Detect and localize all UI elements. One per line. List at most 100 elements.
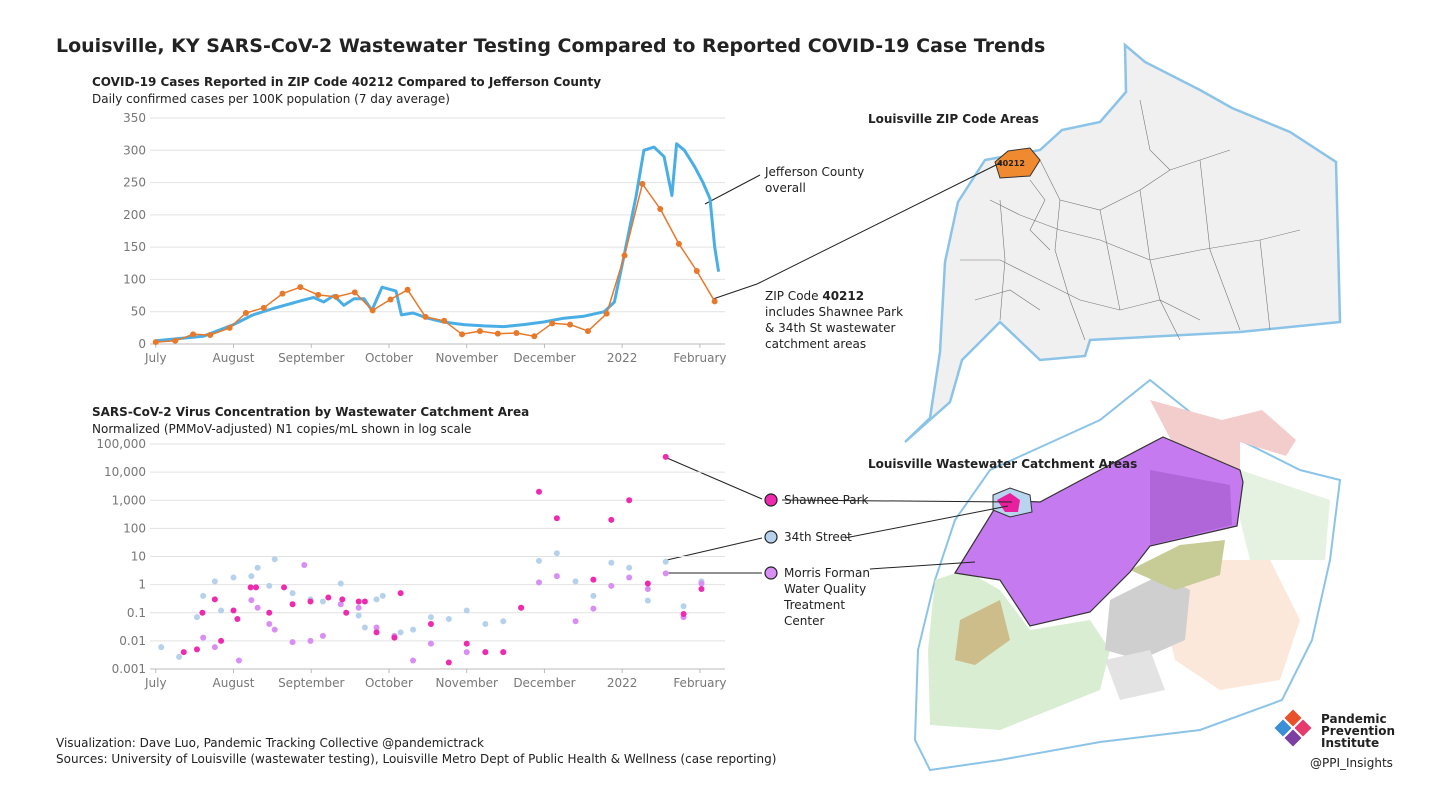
- data-point: [355, 604, 362, 611]
- data-point: [427, 620, 434, 627]
- data-point: [172, 337, 179, 344]
- data-point: [626, 497, 633, 504]
- footer-credit: Visualization: Dave Luo, Pandemic Tracki…: [56, 736, 484, 750]
- x-tick-label: November: [435, 351, 497, 365]
- y-tick-label: 0.001: [112, 662, 146, 676]
- data-point: [644, 585, 651, 592]
- x-tick-label: December: [513, 676, 575, 690]
- data-point: [200, 634, 207, 641]
- data-point: [355, 598, 362, 605]
- annotation-bold: 40212: [822, 289, 865, 303]
- data-point: [361, 624, 368, 631]
- y-tick-label: 300: [123, 143, 146, 157]
- data-point: [567, 321, 574, 328]
- data-point: [301, 561, 308, 568]
- data-point: [297, 284, 304, 291]
- data-point: [531, 333, 538, 340]
- data-point: [266, 582, 273, 589]
- data-point: [711, 298, 718, 305]
- data-point: [422, 313, 429, 320]
- logo-text: Prevention: [1321, 724, 1395, 738]
- page-title: Louisville, KY SARS-CoV-2 Wastewater Tes…: [56, 35, 1045, 57]
- y-tick-label: 10,000: [104, 465, 146, 479]
- data-point: [289, 590, 296, 597]
- x-tick-label: 2022: [607, 351, 638, 365]
- chart-title: SARS-CoV-2 Virus Concentration by Wastew…: [92, 405, 529, 419]
- y-tick-label: 100: [123, 272, 146, 286]
- series-line: [155, 142, 721, 343]
- data-point: [404, 286, 411, 293]
- data-point: [494, 330, 501, 337]
- y-tick-label: 350: [123, 111, 146, 125]
- data-point: [351, 289, 358, 296]
- data-point: [361, 598, 368, 605]
- chart-subtitle: Daily confirmed cases per 100K populatio…: [92, 92, 450, 106]
- chart-title: COVID-19 Cases Reported in ZIP Code 4021…: [92, 75, 601, 89]
- data-point: [379, 592, 386, 599]
- y-tick-label: 1: [138, 578, 146, 592]
- data-point: [572, 618, 579, 625]
- y-tick-label: 0.01: [119, 634, 146, 648]
- annotation: ZIP Code 40212 includes Shawnee Park & 3…: [765, 288, 910, 352]
- data-point: [355, 612, 362, 619]
- data-point: [644, 597, 651, 604]
- series-label: Jefferson County overall: [765, 165, 865, 195]
- data-point: [207, 331, 214, 338]
- y-tick-label: 0.1: [127, 606, 146, 620]
- logo-handle: @PPI_Insights: [1310, 756, 1393, 770]
- data-point: [698, 585, 705, 592]
- x-tick-label: July: [144, 676, 167, 690]
- data-point: [289, 601, 296, 608]
- x-tick-label: September: [278, 351, 344, 365]
- data-point: [608, 582, 615, 589]
- data-point: [279, 290, 286, 297]
- data-point: [608, 516, 615, 523]
- data-point: [535, 579, 542, 586]
- data-point: [662, 570, 669, 577]
- map-title: Louisville Wastewater Catchment Areas: [868, 457, 1137, 471]
- data-point: [535, 557, 542, 564]
- footer-sources: Sources: University of Louisville (waste…: [56, 752, 776, 766]
- map-title: Louisville ZIP Code Areas: [868, 112, 1039, 126]
- data-point: [266, 620, 273, 627]
- data-point: [535, 488, 542, 495]
- data-point: [325, 594, 332, 601]
- x-tick-label: December: [513, 351, 575, 365]
- data-point: [234, 615, 241, 622]
- data-point: [193, 646, 200, 653]
- data-point: [572, 578, 579, 585]
- data-point: [603, 310, 610, 317]
- chart-subtitle: Normalized (PMMoV-adjusted) N1 copies/mL…: [92, 422, 471, 436]
- x-tick-label: August: [213, 351, 255, 365]
- data-point: [549, 320, 556, 327]
- y-tick-label: 250: [123, 176, 146, 190]
- data-point: [621, 252, 628, 259]
- data-point: [180, 649, 187, 656]
- data-point: [463, 640, 470, 647]
- data-point: [680, 611, 687, 618]
- data-point: [373, 596, 380, 603]
- data-point: [248, 573, 255, 580]
- data-point: [307, 598, 314, 605]
- data-point: [343, 609, 350, 616]
- data-point: [235, 657, 242, 664]
- data-point: [445, 659, 452, 666]
- data-point: [397, 590, 404, 597]
- data-point: [662, 558, 669, 565]
- x-tick-label: February: [673, 351, 726, 365]
- data-point: [199, 609, 206, 616]
- data-point: [463, 649, 470, 656]
- legend-label: Shawnee Park: [784, 493, 869, 507]
- catchment-map: [913, 378, 1342, 772]
- data-point: [513, 330, 520, 337]
- x-tick-label: October: [365, 676, 413, 690]
- x-tick-label: July: [144, 351, 167, 365]
- zip-map: [904, 42, 1342, 443]
- logo-text: Institute: [1321, 736, 1379, 750]
- data-point: [410, 657, 417, 664]
- x-tick-label: February: [673, 676, 726, 690]
- x-tick-label: August: [213, 676, 255, 690]
- y-tick-label: 100,000: [96, 437, 146, 451]
- y-tick-label: 150: [123, 240, 146, 254]
- y-tick-label: 50: [131, 305, 146, 319]
